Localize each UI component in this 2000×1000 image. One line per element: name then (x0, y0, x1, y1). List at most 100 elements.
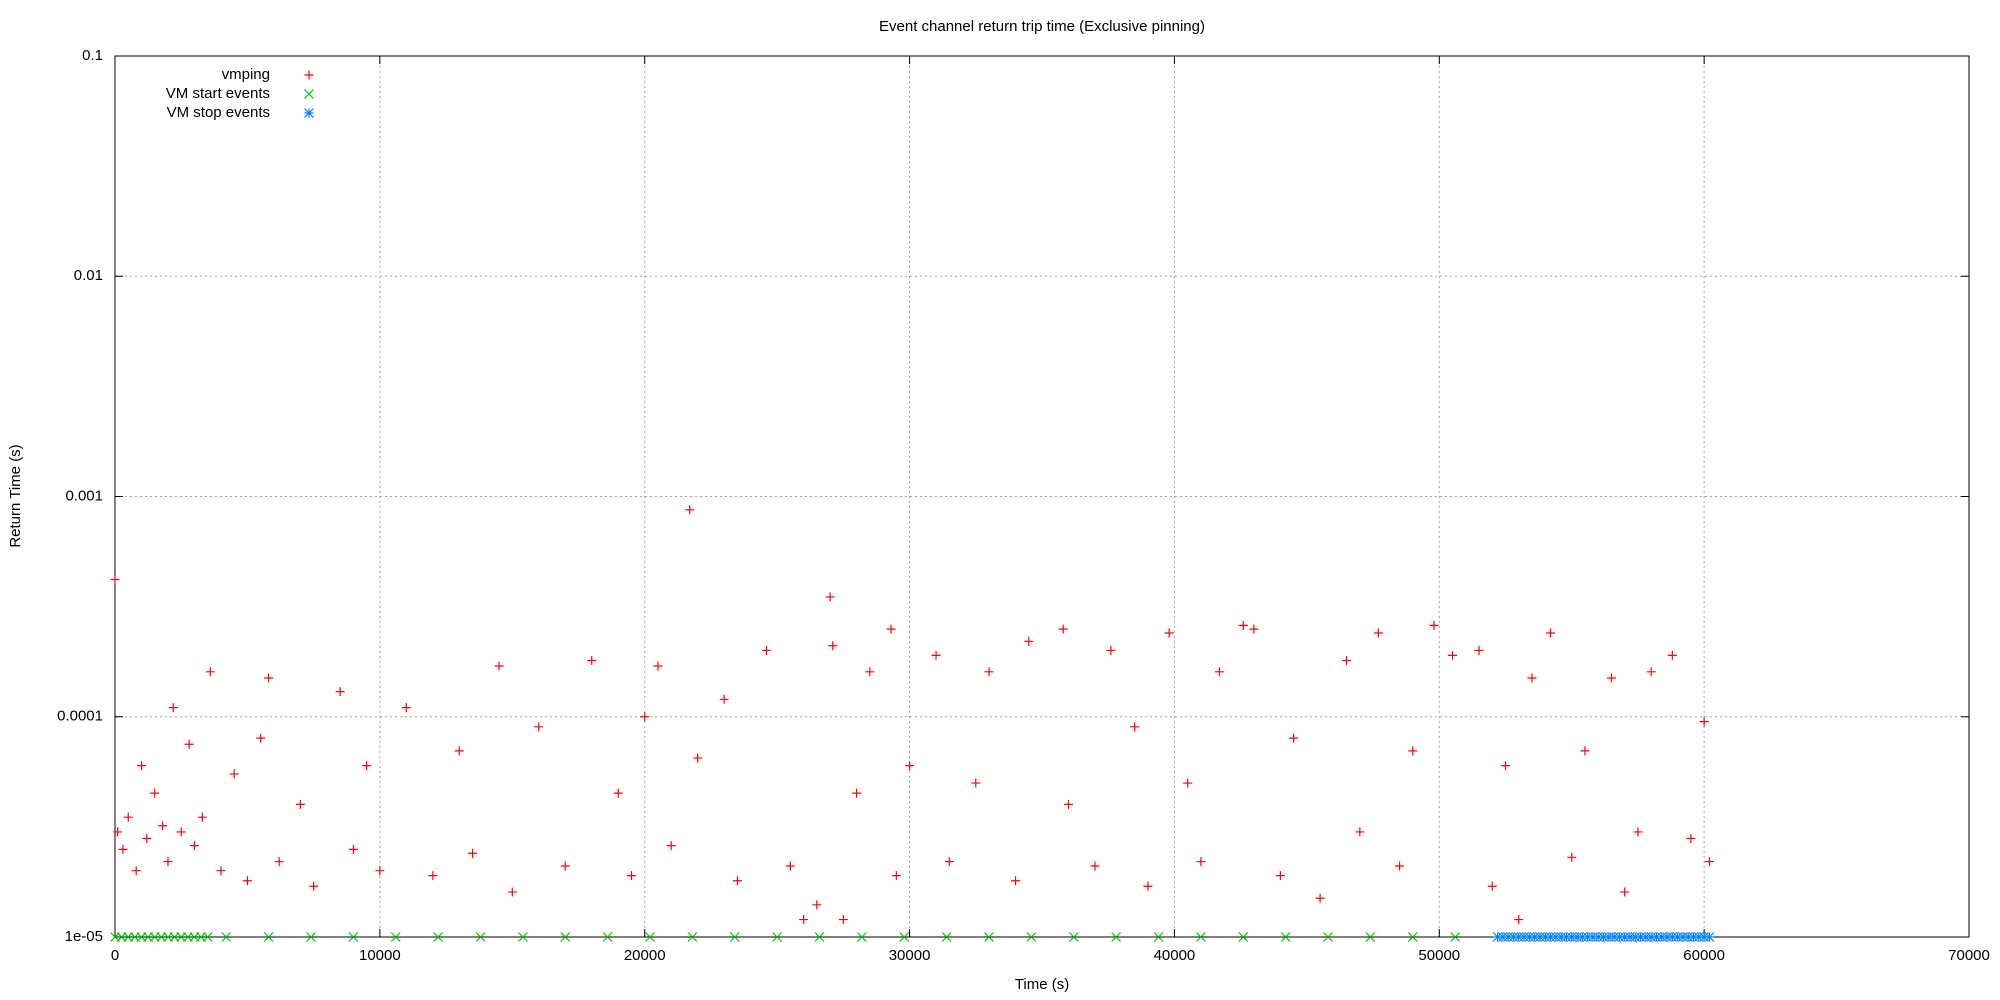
point (433, 932, 444, 942)
point (1355, 827, 1365, 837)
point (1342, 656, 1352, 666)
point (216, 866, 226, 876)
point (613, 788, 623, 798)
point (560, 861, 570, 871)
point (799, 915, 809, 925)
point (1656, 932, 1667, 942)
point (1646, 932, 1657, 942)
point (1693, 932, 1704, 942)
x-tick-label: 40000 (1154, 947, 1196, 964)
point (1497, 932, 1508, 942)
point (197, 812, 207, 822)
point (1214, 667, 1224, 677)
legend-label: VM stop events (167, 104, 270, 121)
point (1280, 932, 1291, 942)
point (1527, 673, 1537, 683)
point (931, 650, 941, 660)
point (560, 932, 571, 942)
point (732, 876, 742, 886)
point (838, 915, 848, 925)
point (687, 932, 698, 942)
point (517, 932, 528, 942)
point (1699, 717, 1709, 727)
point (507, 887, 517, 897)
y-tick-label: 0.01 (74, 267, 103, 284)
point (184, 739, 194, 749)
point (814, 932, 825, 942)
point (1090, 861, 1100, 871)
point (1289, 733, 1299, 743)
point (1373, 628, 1383, 638)
point (886, 624, 896, 634)
point (1587, 932, 1598, 942)
point (729, 932, 740, 942)
point (785, 861, 795, 871)
point (123, 812, 133, 822)
point (1143, 881, 1153, 891)
point (534, 722, 544, 732)
point (1561, 932, 1572, 942)
legend-label: vmping (222, 66, 270, 83)
plot-border (114, 55, 1970, 938)
point (1106, 645, 1116, 655)
point (1614, 932, 1625, 942)
point (1429, 620, 1439, 630)
point (1503, 932, 1514, 942)
point (812, 900, 822, 910)
point (1572, 932, 1582, 942)
point (1130, 722, 1140, 732)
point (1667, 650, 1677, 660)
y-tick-label: 0.0001 (57, 708, 103, 725)
point (693, 753, 703, 763)
point (762, 645, 772, 655)
point (1407, 932, 1418, 942)
point (1545, 932, 1556, 942)
y-tick-label: 0.1 (82, 47, 103, 64)
point (110, 574, 120, 584)
chart-title: Event channel return trip time (Exclusiv… (879, 18, 1205, 35)
point (1024, 636, 1034, 646)
point (1111, 932, 1122, 942)
y-tick-label: 1e-05 (65, 928, 103, 945)
point (256, 733, 266, 743)
point (1315, 893, 1325, 903)
point (984, 667, 994, 677)
point (1408, 746, 1418, 756)
x-tick-label: 30000 (889, 947, 931, 964)
point (1546, 628, 1556, 638)
point (891, 871, 901, 881)
point (454, 746, 464, 756)
point (1646, 667, 1656, 677)
point (1196, 857, 1206, 867)
x-axis-label: Time (s) (1015, 976, 1069, 993)
point (1513, 932, 1524, 942)
point (1683, 932, 1694, 942)
point (1609, 932, 1620, 942)
point (1556, 932, 1567, 942)
point (131, 866, 141, 876)
point (645, 932, 655, 942)
point (685, 505, 695, 515)
point (475, 932, 486, 942)
point (1195, 932, 1206, 942)
point (176, 827, 186, 837)
point (1625, 932, 1635, 942)
point (828, 641, 838, 651)
point (348, 932, 359, 942)
point (1058, 624, 1068, 634)
legend-marker (304, 70, 314, 80)
legend-label: VM start events (166, 85, 270, 102)
point (825, 592, 835, 602)
point (587, 656, 597, 666)
point (1630, 932, 1641, 942)
point (1474, 645, 1484, 655)
point (1323, 932, 1333, 942)
point (944, 857, 954, 867)
point (375, 866, 385, 876)
point (1582, 932, 1593, 942)
point (205, 667, 215, 677)
point (263, 932, 274, 942)
point (941, 932, 952, 942)
point (1164, 628, 1174, 638)
